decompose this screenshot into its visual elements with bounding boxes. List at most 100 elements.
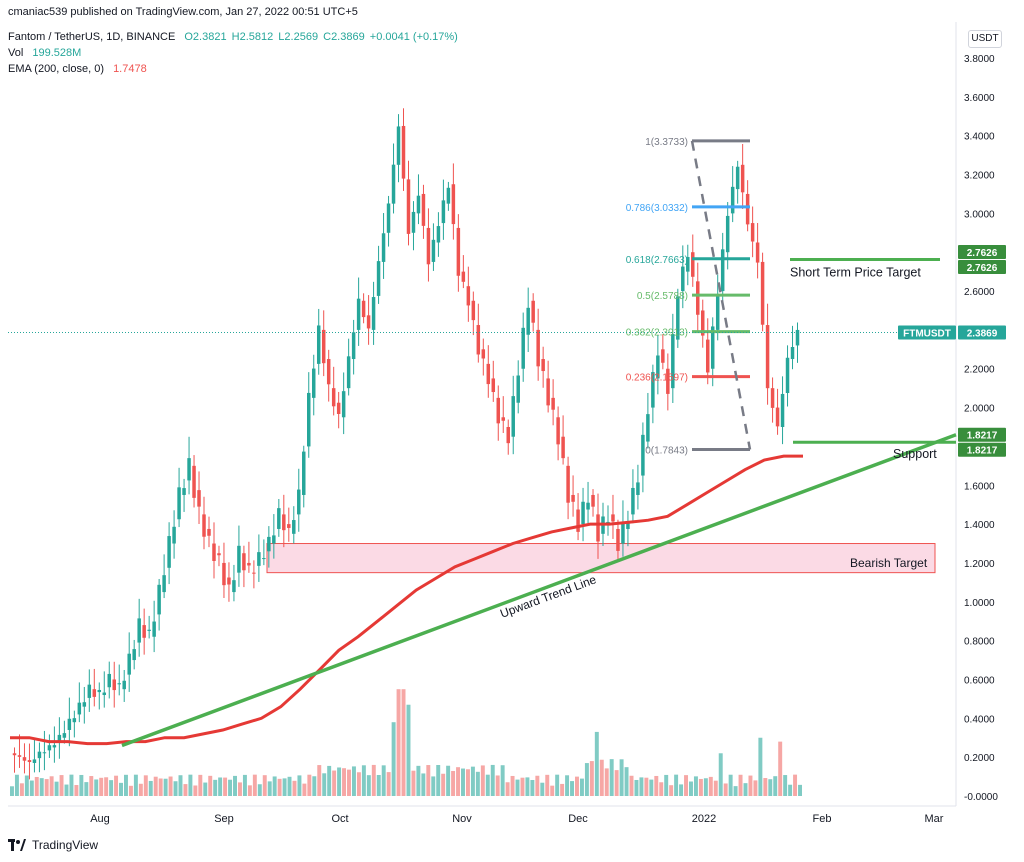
volume-bar: [168, 776, 173, 796]
volume-legend[interactable]: Vol 199.528M: [8, 47, 83, 59]
fib-level-label: 0.236(2.1597): [626, 373, 688, 384]
candle-body: [486, 363, 491, 385]
candle-body: [252, 572, 256, 574]
candle-body: [292, 520, 296, 534]
ema-legend[interactable]: EMA (200, close, 0) 1.7478: [8, 63, 147, 75]
price-tick-label: 3.4000: [964, 132, 995, 143]
candle-body: [745, 193, 750, 225]
candle-body: [12, 753, 17, 756]
candle-body: [795, 329, 800, 346]
volume-bar: [143, 775, 148, 796]
price-tick-label: 1.4000: [964, 520, 995, 531]
volume-value: 199.528M: [32, 47, 82, 59]
candle-body: [37, 751, 42, 759]
candle-body: [646, 414, 650, 442]
candle-body: [656, 355, 660, 379]
volume-bar: [604, 768, 609, 796]
volume-bar: [257, 784, 262, 796]
volume-bar: [10, 786, 14, 796]
volume-bar: [793, 774, 798, 796]
ema-200-line[interactable]: [10, 454, 803, 746]
volume-bar: [148, 780, 153, 796]
volume-bar: [322, 773, 327, 796]
volume-bar: [555, 774, 560, 796]
volume-bar: [267, 781, 272, 796]
candle-body: [62, 733, 67, 738]
volume-bar: [565, 775, 570, 796]
volume-bar: [465, 769, 470, 796]
candle-body: [516, 375, 520, 403]
currency-unit-button[interactable]: USDT: [968, 30, 1002, 48]
candle-body: [426, 227, 431, 265]
volume-bar: [233, 775, 237, 796]
candle-body: [242, 553, 246, 571]
volume-bar: [188, 774, 193, 796]
price-tick-label: 1.2000: [964, 559, 995, 570]
volume-bar: [698, 778, 703, 796]
symbol-name[interactable]: Fantom / TetherUS, 1D, BINANCE: [8, 31, 176, 43]
tradingview-logo[interactable]: TradingView: [8, 838, 98, 852]
candle-body: [32, 759, 37, 763]
candle-body: [232, 580, 236, 593]
candle-body: [47, 745, 52, 751]
candle-body: [476, 325, 481, 355]
candle-body: [705, 339, 710, 373]
volume-bar: [19, 783, 24, 796]
volume-bar: [456, 767, 461, 796]
candle-body: [581, 501, 585, 525]
candle-body: [730, 186, 735, 214]
volume-bar: [669, 785, 674, 796]
candle-body: [641, 434, 645, 476]
volume-bar: [708, 776, 713, 796]
volume-bar: [461, 768, 465, 796]
price-tick-label: 3.2000: [964, 171, 995, 182]
price-tick-label: 1.0000: [964, 598, 995, 609]
high-value: H2.5812: [231, 31, 274, 43]
price-tick-label: 0.6000: [964, 675, 995, 686]
candle-body: [596, 514, 600, 542]
candle-body: [122, 680, 126, 690]
candle-body: [496, 397, 501, 424]
volume-bar: [515, 779, 520, 796]
volume-bar: [703, 778, 708, 796]
fib-trend-line[interactable]: [690, 140, 752, 450]
volume-bar: [327, 765, 332, 796]
volume-label: Vol: [8, 47, 24, 59]
candle-body: [631, 487, 635, 515]
candle-body: [346, 356, 351, 389]
volume-bar: [178, 775, 183, 796]
volume-bar: [317, 765, 322, 796]
volume-bar: [664, 774, 669, 796]
volume-bar: [451, 770, 456, 796]
volume-bar: [485, 774, 490, 796]
time-tick-label: Oct: [331, 813, 348, 825]
volume-bar: [208, 775, 213, 796]
candle-body: [172, 526, 176, 544]
candle-body: [132, 649, 136, 661]
candle-body: [421, 193, 426, 226]
candle-body: [591, 494, 595, 507]
time-tick-label: Feb: [813, 813, 832, 825]
upward-trend-line[interactable]: [121, 433, 957, 748]
candle-body: [551, 397, 555, 410]
volume-bar: [753, 780, 758, 796]
candle-body: [506, 427, 510, 444]
candle-body: [661, 349, 665, 363]
target-price-badge: 2.7626: [967, 248, 998, 259]
candle-body: [401, 125, 406, 179]
candle-body: [481, 349, 486, 359]
symbol-price-badge-background: [898, 325, 956, 340]
volume-bar: [272, 776, 277, 796]
time-tick-label: Sep: [214, 813, 234, 825]
candle-body: [416, 195, 421, 214]
candle-body: [431, 239, 436, 262]
candle-body: [750, 223, 755, 242]
volume-bar: [133, 774, 138, 796]
candle-body: [691, 252, 695, 277]
volume-bar: [287, 776, 292, 796]
candle-body: [760, 261, 765, 325]
volume-bar: [778, 741, 783, 796]
candle-body: [112, 679, 116, 691]
candle-body: [686, 257, 690, 272]
